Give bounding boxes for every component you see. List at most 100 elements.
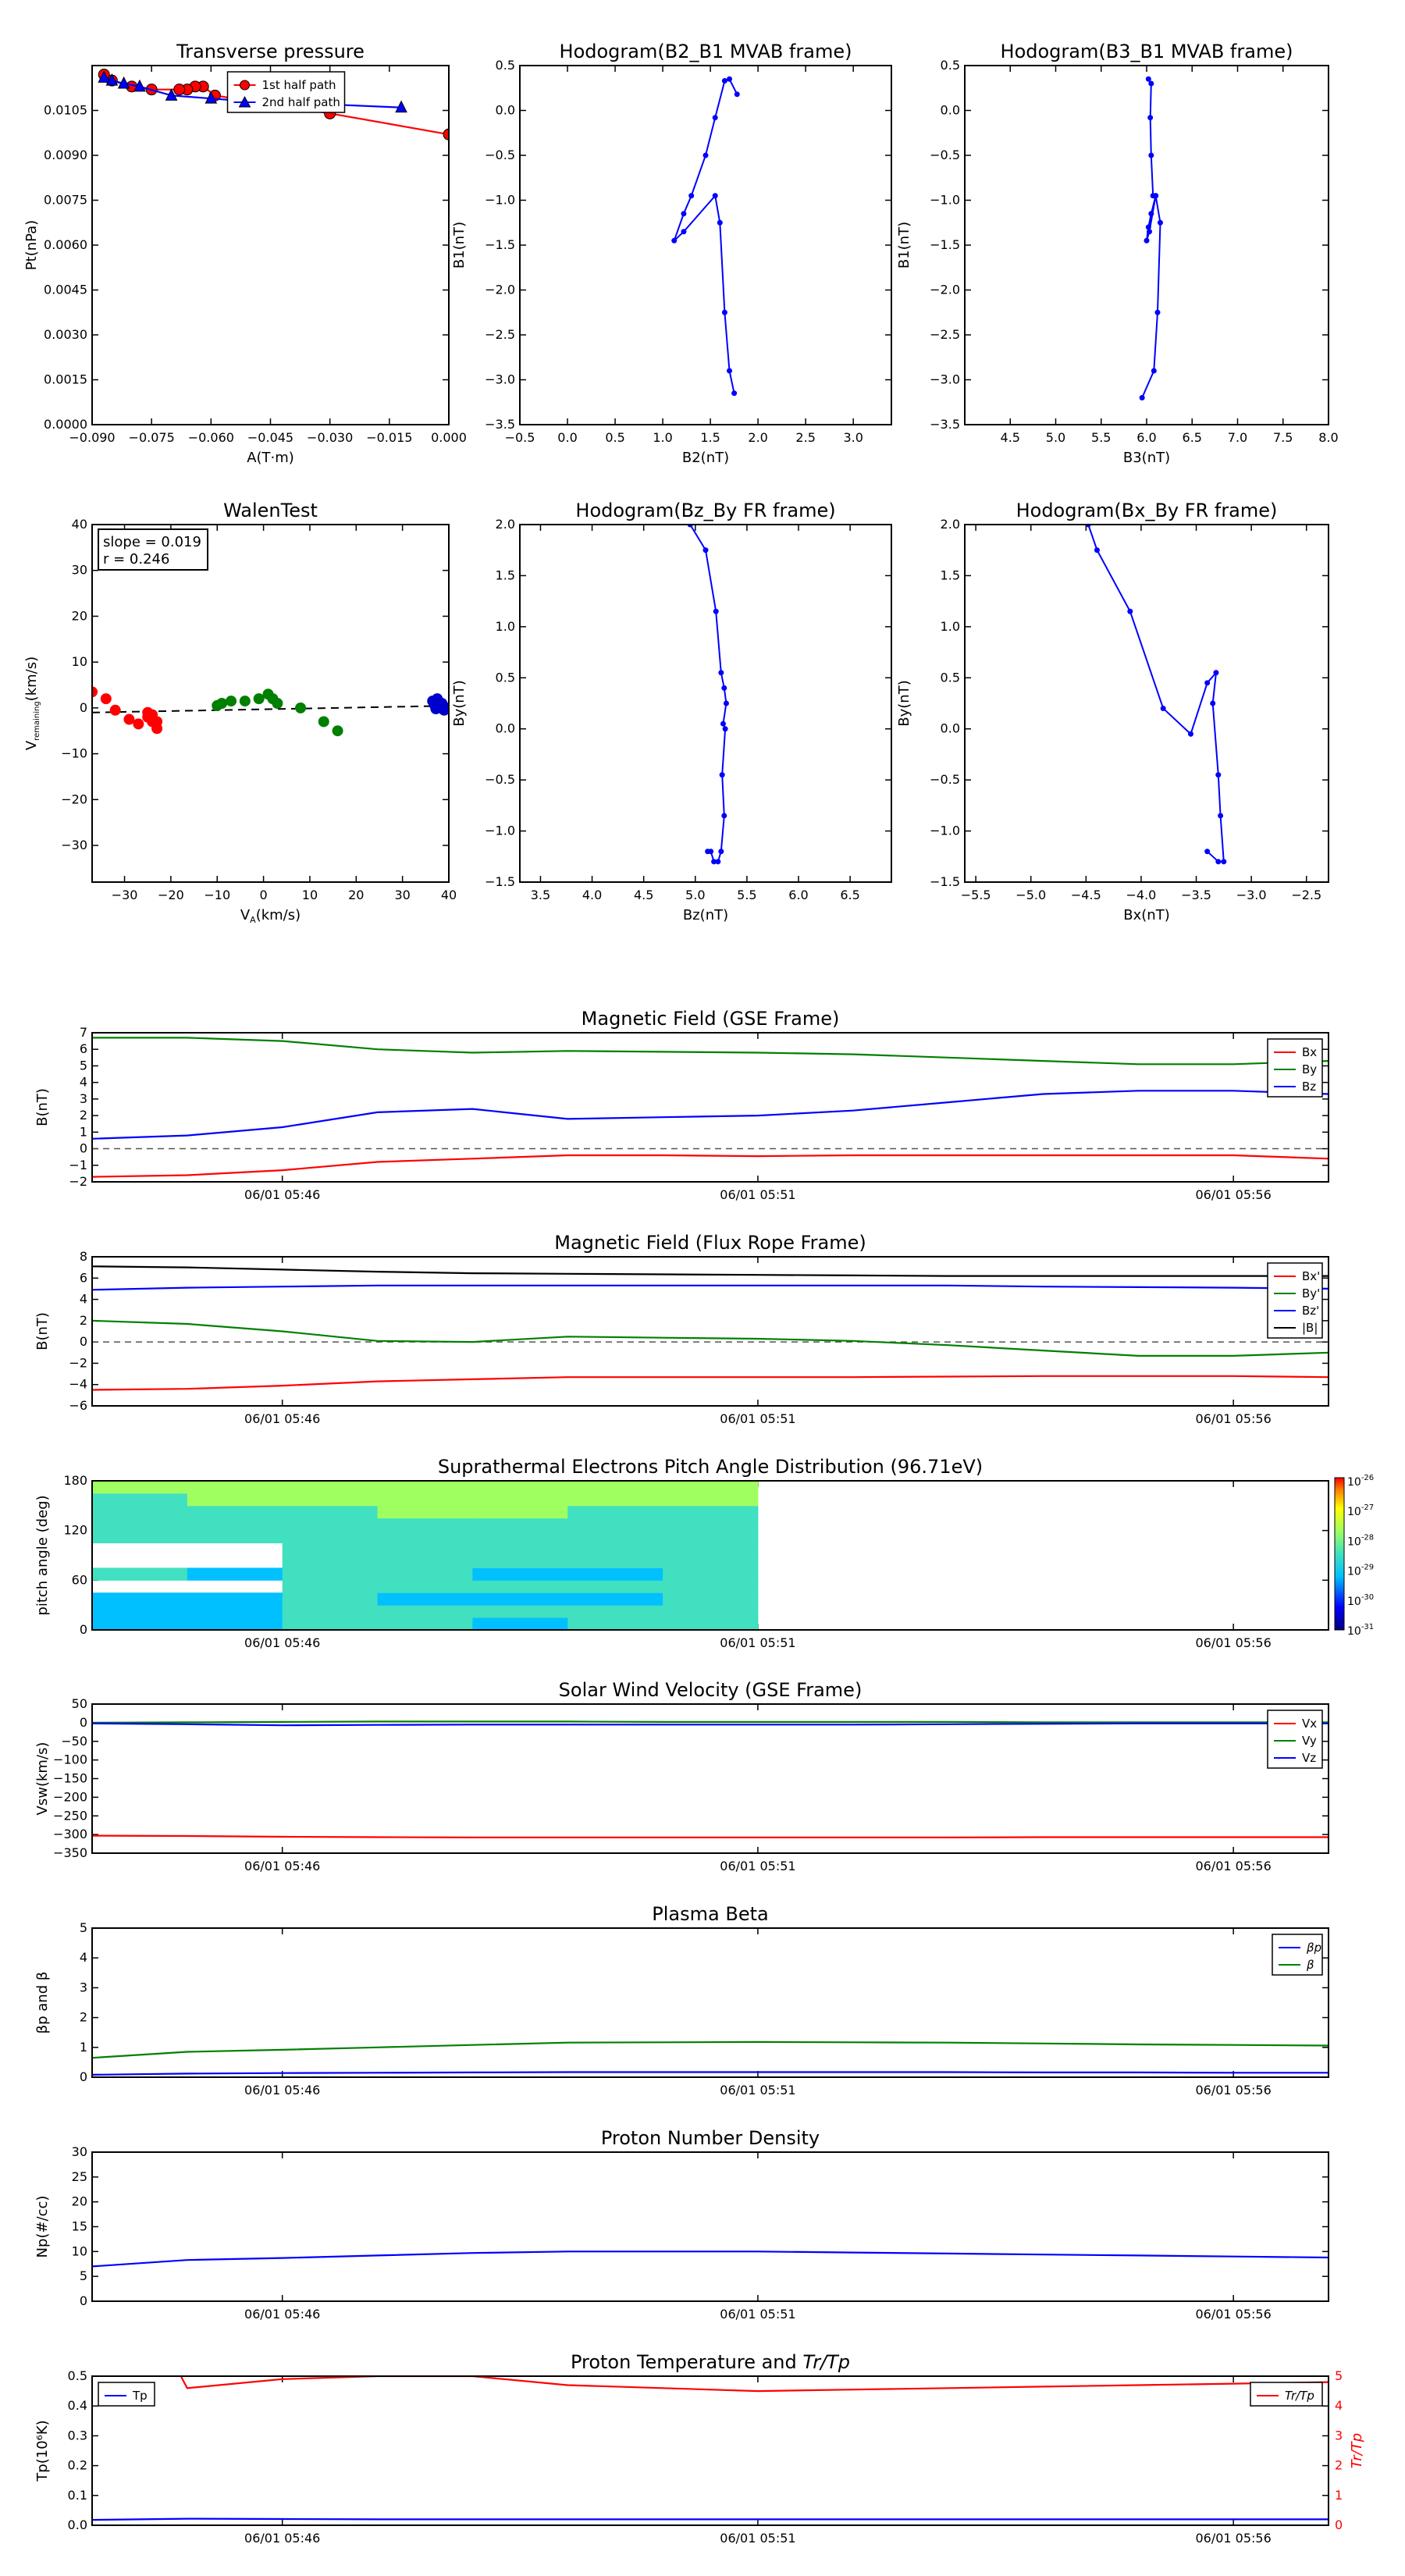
- data-point: [1148, 211, 1154, 217]
- chart-title: Proton Number Density: [601, 2127, 820, 2149]
- y-tick-label: −3.0: [930, 372, 960, 387]
- heatmap-cell: [282, 1505, 379, 1519]
- legend-label: Vz: [1302, 1751, 1316, 1765]
- data-point: [1204, 849, 1211, 855]
- data-point: [717, 219, 723, 226]
- data-point: [1151, 368, 1157, 374]
- legend-label: By: [1302, 1062, 1317, 1076]
- legend: βp β: [1272, 1934, 1323, 1976]
- data-point: [272, 698, 283, 709]
- y-tick-label: 15: [72, 2219, 87, 2234]
- x-tick-label: 06/01 05:51: [720, 1859, 795, 1873]
- heatmap-cell: [472, 1605, 568, 1618]
- x-tick-label: 6.5: [840, 888, 859, 902]
- y-tick-label: −50: [61, 1734, 87, 1749]
- y-tick-label: 0.4: [68, 2398, 87, 2413]
- data-point: [1160, 706, 1166, 712]
- legend-box: [98, 2382, 155, 2407]
- heatmap-cell: [377, 1530, 473, 1544]
- y-tick-label: 2: [80, 2010, 87, 2025]
- x-tick-label: −5.5: [961, 888, 991, 902]
- x-tick-label: 06/01 05:56: [1195, 1411, 1271, 1426]
- x-tick-label: 8.0: [1318, 430, 1338, 445]
- data-point: [443, 702, 449, 713]
- y-tick-label: −300: [53, 1827, 87, 1841]
- y-tick-label: 0.0: [496, 103, 515, 118]
- data-point: [1145, 224, 1151, 230]
- colorbar-tick-exponent: -27: [1361, 1503, 1374, 1512]
- data-point: [727, 76, 733, 82]
- data-point: [1154, 309, 1161, 315]
- x-tick-label: 1.5: [700, 430, 720, 445]
- y-tick-label: −2.0: [930, 283, 960, 297]
- y2-tick-label: 0: [1335, 2517, 1343, 2532]
- data-point: [721, 78, 727, 84]
- y-tick-label: 0.0075: [44, 193, 87, 208]
- colorbar-tick-exponent: -29: [1361, 1564, 1374, 1572]
- x-tick-label: 0.0: [557, 430, 577, 445]
- x-tick-label: 1.0: [653, 430, 672, 445]
- data-point: [295, 702, 307, 713]
- plot-area: [92, 1265, 1329, 1391]
- y-tick-label: 50: [72, 1696, 87, 1711]
- heatmap-cell: [377, 1580, 473, 1593]
- y-tick-label: 4: [80, 1292, 87, 1307]
- x-tick-label: 6.0: [1136, 430, 1156, 445]
- y-axis-label: B1(nT): [451, 222, 468, 269]
- y-tick-label: −1.5: [485, 874, 515, 889]
- x-tick-label: −4.5: [1071, 888, 1101, 902]
- chart-title: Plasma Beta: [652, 1903, 768, 1925]
- data-point: [1213, 670, 1219, 676]
- chart-magnetic-field-gse: Magnetic Field (GSE Frame) 06/01 05:46 06/…: [34, 1008, 1329, 1202]
- y-axis-label-sub: remaining: [33, 701, 41, 741]
- x-tick-label: 4.5: [1001, 430, 1020, 445]
- y-tick-label: 0.0: [68, 2517, 87, 2532]
- x-tick-label: −20: [158, 888, 184, 902]
- y-tick-label: 3: [80, 1091, 87, 1106]
- heatmap-cell: [567, 1530, 663, 1544]
- x-tick-label: 06/01 05:46: [244, 1635, 320, 1650]
- series-line: [180, 2376, 1329, 2393]
- data-point: [105, 73, 119, 86]
- y-tick-label: 20: [72, 608, 87, 623]
- data-point: [239, 696, 251, 707]
- legend-label: Tp: [132, 2389, 148, 2403]
- y-tick-label: −2.0: [485, 283, 515, 297]
- heatmap-cell: [663, 1592, 759, 1606]
- x-tick-label: 3.5: [531, 888, 550, 902]
- heatmap-cell: [377, 1493, 473, 1507]
- x-tick-label: 06/01 05:56: [1195, 1635, 1271, 1650]
- x-axis-label: B3(nT): [1123, 450, 1170, 466]
- x-tick-label: 06/01 05:51: [720, 1187, 795, 1202]
- series-line: [92, 2250, 1329, 2268]
- y-tick-label: 0.3: [68, 2428, 87, 2443]
- heatmap-cell: [663, 1617, 759, 1631]
- x-tick-label: −4.0: [1126, 888, 1157, 902]
- x-tick-label: 06/01 05:51: [720, 2531, 795, 2546]
- y-tick-label: 30: [72, 563, 87, 578]
- data-point: [681, 229, 687, 235]
- y-tick-label: 10: [72, 2243, 87, 2258]
- y-tick-label: 6: [80, 1270, 87, 1285]
- heatmap-cell: [282, 1517, 379, 1532]
- chart-hodogram-bx-by: Hodogram(Bx_By FR frame) −5.5 −5.0 −4.5 −4.0…: [896, 500, 1329, 923]
- x-tick-label: −3.5: [1181, 888, 1211, 902]
- axes-frame: [91, 1480, 1329, 1631]
- chart-title: Suprathermal Electrons Pitch Angle Distr…: [438, 1456, 983, 1478]
- heatmap-cell: [377, 1567, 473, 1581]
- y-tick-label: 0: [80, 2069, 87, 2084]
- heatmap-cells: [92, 1481, 759, 1631]
- heatmap-cell: [282, 1580, 379, 1593]
- data-point: [429, 698, 440, 709]
- data-point: [100, 693, 112, 705]
- axes-frame: [964, 65, 1329, 425]
- y-axis-label: Vsw(km/s): [34, 1742, 51, 1816]
- heatmap-cell: [663, 1493, 759, 1507]
- x-tick-label: 06/01 05:56: [1195, 2307, 1271, 2322]
- heatmap-cell: [567, 1481, 663, 1494]
- y-tick-label: 0.5: [496, 670, 515, 685]
- y-tick-label: −350: [53, 1845, 87, 1860]
- annotation-slope: slope = 0.019: [103, 534, 201, 550]
- x-tick-label: 10: [302, 888, 318, 902]
